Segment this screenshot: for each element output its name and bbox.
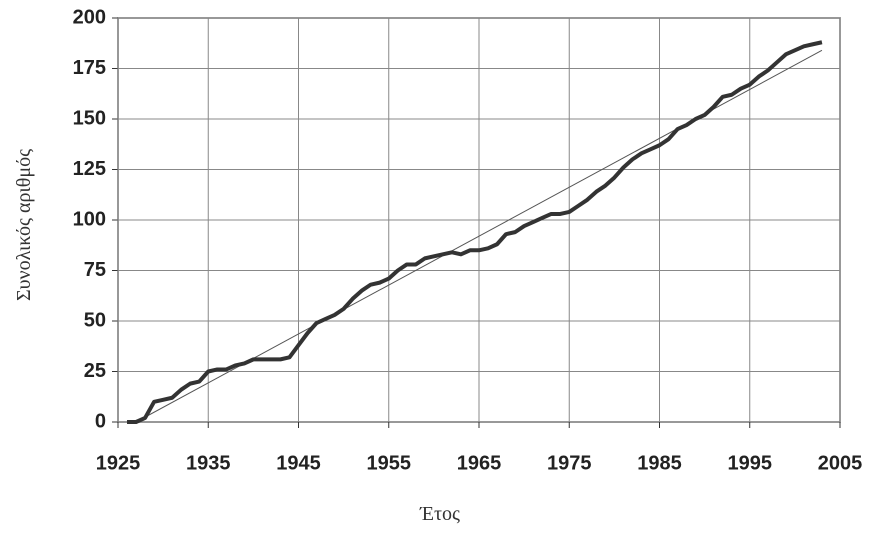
x-tick-label: 1925	[96, 452, 141, 474]
x-tick-label: 1935	[186, 452, 231, 474]
x-tick-label: 1995	[728, 452, 773, 474]
x-axis-label: Έτος	[419, 503, 460, 525]
y-axis-label: Συνολικός αριθμός	[13, 149, 35, 301]
y-tick-label: 200	[73, 6, 106, 28]
x-tick-label: 1945	[276, 452, 321, 474]
y-tick-label: 0	[95, 410, 106, 432]
data-line	[127, 40, 823, 424]
x-tick-label: 1965	[457, 452, 502, 474]
y-tick-label: 125	[73, 158, 106, 180]
y-tick-label: 100	[73, 208, 106, 230]
y-tick-label: 25	[84, 360, 106, 382]
y-tick-label: 150	[73, 107, 106, 129]
x-tick-label: 2005	[818, 452, 863, 474]
y-tick-label: 175	[73, 57, 106, 79]
y-tick-label: 50	[84, 309, 106, 331]
x-tick-label: 1955	[367, 452, 412, 474]
x-tick-label: 1975	[547, 452, 592, 474]
y-tick-label: 75	[84, 259, 106, 281]
x-tick-label: 1985	[637, 452, 682, 474]
